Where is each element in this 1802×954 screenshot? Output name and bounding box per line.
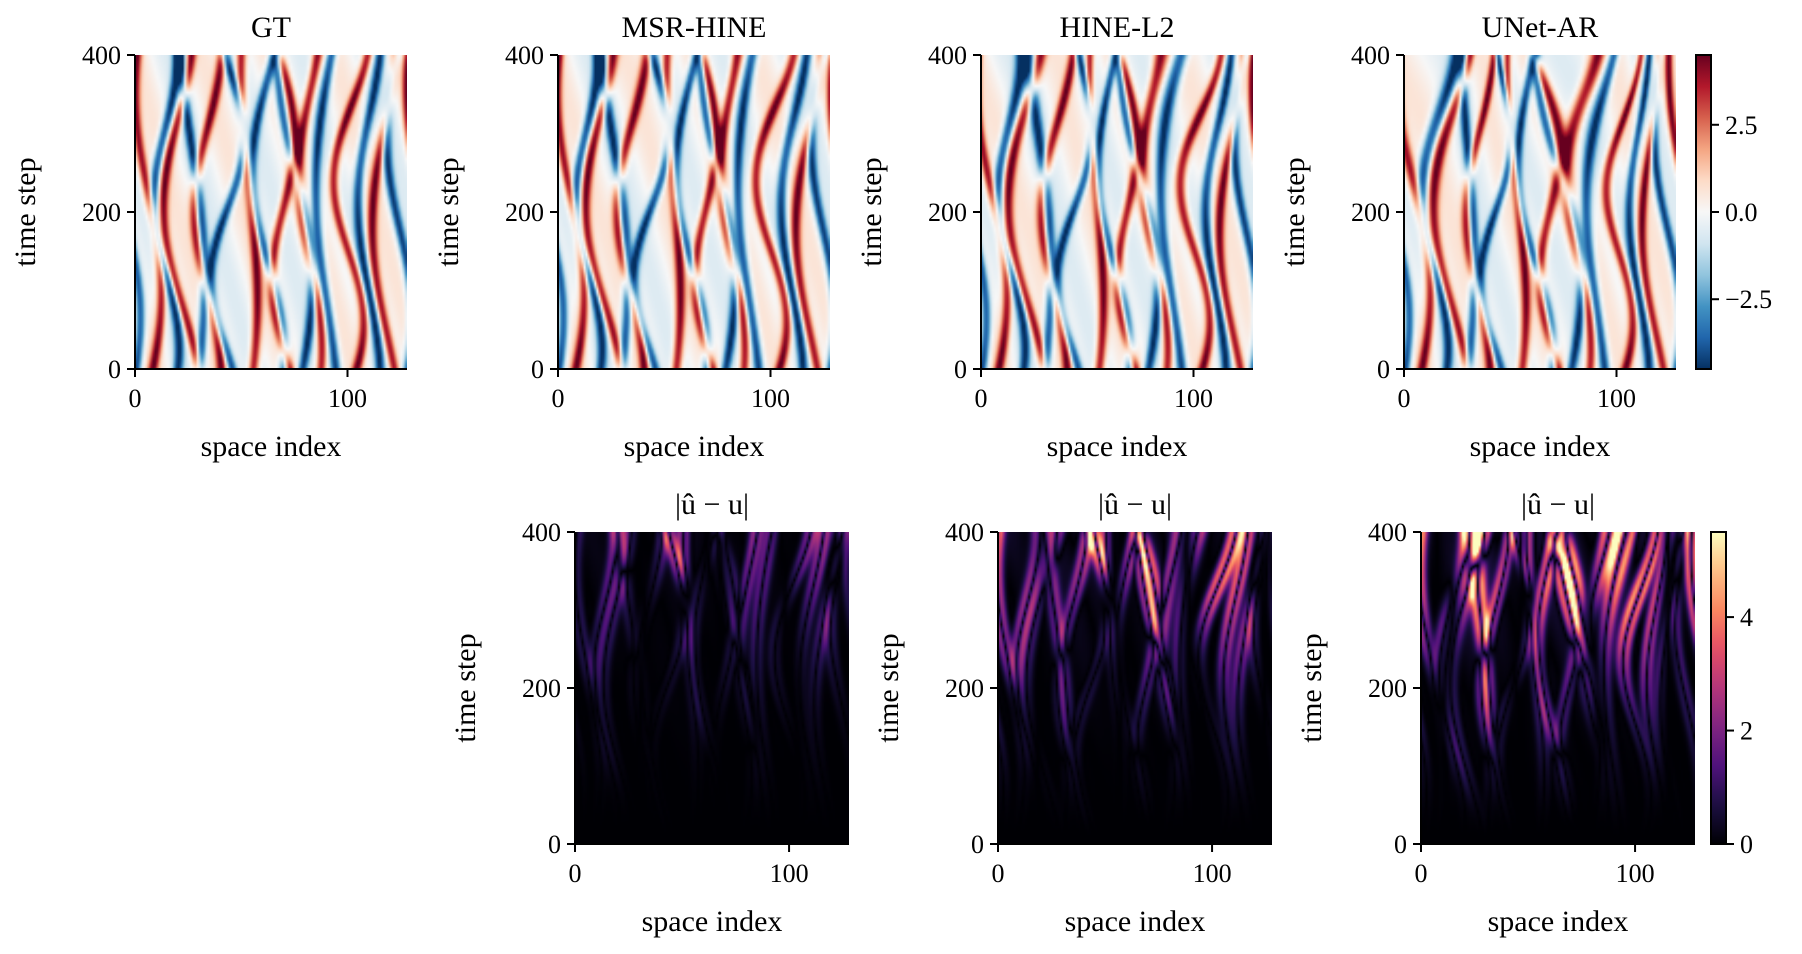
colorbar-gradient xyxy=(1711,532,1726,844)
y-tick-label: 400 xyxy=(928,41,967,70)
x-axis-label: space index xyxy=(642,905,783,938)
colorbar-tick-label: 2 xyxy=(1740,717,1753,746)
panel-gt: GT 0 100 0 200 400 space index time step xyxy=(9,11,407,463)
x-tick-label: 0 xyxy=(992,859,1005,888)
panel-title: |û − u| xyxy=(1521,488,1595,521)
panel-title: GT xyxy=(251,11,291,44)
x-tick-label: 0 xyxy=(975,384,988,413)
x-tick-label: 100 xyxy=(1193,859,1232,888)
x-axis-label: space index xyxy=(1488,905,1629,938)
colorbar-tick-label: −2.5 xyxy=(1725,285,1772,314)
x-tick-label: 100 xyxy=(770,859,809,888)
y-axis-label: time step xyxy=(1278,157,1311,266)
x-tick-label: 100 xyxy=(328,384,367,413)
panel-title: MSR-HINE xyxy=(621,11,766,44)
x-tick-label: 0 xyxy=(1398,384,1411,413)
y-tick-label: 400 xyxy=(505,41,544,70)
colorbar-tick-label: 2.5 xyxy=(1725,111,1758,140)
y-axis-label: time step xyxy=(855,157,888,266)
panel-title: UNet-AR xyxy=(1482,11,1599,44)
heatmap-err_unet xyxy=(1421,532,1695,844)
heatmap-msr xyxy=(558,55,830,369)
y-tick-label: 0 xyxy=(548,830,561,859)
y-tick-label: 0 xyxy=(1394,830,1407,859)
y-tick-label: 200 xyxy=(945,674,984,703)
y-axis-label: time step xyxy=(449,633,482,742)
y-tick-label: 200 xyxy=(928,198,967,227)
y-tick-label: 0 xyxy=(971,830,984,859)
x-tick-label: 0 xyxy=(129,384,142,413)
y-axis-label: time step xyxy=(872,633,905,742)
colorbar-frame xyxy=(1710,531,1727,845)
y-tick-label: 400 xyxy=(1368,518,1407,547)
colorbar-error: 4 2 0 xyxy=(1710,531,1753,859)
panel-hine: HINE-L2 0 100 0 200 400 space index time step xyxy=(855,11,1253,463)
panel-unet: UNet-AR 0 100 0 200 400 space index time step xyxy=(1278,11,1676,463)
x-tick-label: 100 xyxy=(1174,384,1213,413)
x-axis-label: space index xyxy=(624,430,765,463)
y-tick-label: 400 xyxy=(1351,41,1390,70)
panel-err_msr: |û − u| 0 100 0 200 400 space index time step xyxy=(449,488,849,938)
colorbar-gradient xyxy=(1696,55,1711,369)
colorbar-tick-label: 4 xyxy=(1740,603,1753,632)
x-axis-label: space index xyxy=(201,430,342,463)
y-tick-label: 200 xyxy=(522,674,561,703)
y-tick-label: 200 xyxy=(1368,674,1407,703)
y-tick-label: 200 xyxy=(82,198,121,227)
panel-err_unet: |û − u| 0 100 0 200 400 space index time step xyxy=(1295,488,1695,938)
y-tick-label: 400 xyxy=(522,518,561,547)
panel-title: |û − u| xyxy=(675,488,749,521)
y-tick-label: 0 xyxy=(108,355,121,384)
heatmap-gt xyxy=(135,55,407,369)
x-tick-label: 0 xyxy=(1415,859,1428,888)
x-axis-label: space index xyxy=(1065,905,1206,938)
heatmap-err_hine xyxy=(998,532,1272,844)
y-tick-label: 0 xyxy=(1377,355,1390,384)
heatmap-err_msr xyxy=(575,532,849,844)
panel-msr: MSR-HINE 0 100 0 200 400 space index time step xyxy=(432,11,830,463)
colorbar-tick-label: 0 xyxy=(1740,830,1753,859)
y-tick-label: 400 xyxy=(82,41,121,70)
y-axis-label: time step xyxy=(432,157,465,266)
x-axis-label: space index xyxy=(1470,430,1611,463)
x-tick-label: 100 xyxy=(1597,384,1636,413)
y-axis-label: time step xyxy=(9,157,42,266)
panel-title: |û − u| xyxy=(1098,488,1172,521)
x-tick-label: 100 xyxy=(751,384,790,413)
y-tick-label: 200 xyxy=(505,198,544,227)
y-tick-label: 200 xyxy=(1351,198,1390,227)
panel-err_hine: |û − u| 0 100 0 200 400 space index time step xyxy=(872,488,1272,938)
colorbar-field: 2.5 0.0 −2.5 xyxy=(1695,54,1772,370)
heatmap-unet xyxy=(1404,55,1676,369)
x-tick-label: 100 xyxy=(1616,859,1655,888)
y-tick-label: 0 xyxy=(954,355,967,384)
colorbar-tick-label: 0.0 xyxy=(1725,198,1758,227)
x-tick-label: 0 xyxy=(569,859,582,888)
x-tick-label: 0 xyxy=(552,384,565,413)
y-tick-label: 0 xyxy=(531,355,544,384)
panel-title: HINE-L2 xyxy=(1060,11,1175,44)
x-axis-label: space index xyxy=(1047,430,1188,463)
y-axis-label: time step xyxy=(1295,633,1328,742)
y-tick-label: 400 xyxy=(945,518,984,547)
heatmap-hine xyxy=(981,55,1253,369)
